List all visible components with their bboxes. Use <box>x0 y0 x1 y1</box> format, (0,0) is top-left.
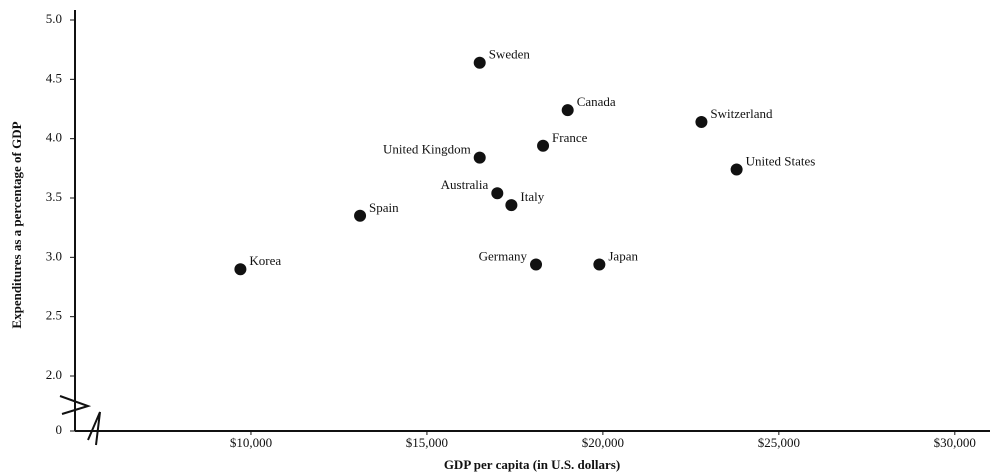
point-label: United Kingdom <box>383 142 471 157</box>
point-label: United States <box>746 154 816 169</box>
axis-break <box>87 411 101 446</box>
y-tick-label: 4.0 <box>46 130 62 145</box>
y-axis-title: Expenditures as a percentage of GDP <box>9 121 24 328</box>
point-label: Spain <box>369 200 399 215</box>
point <box>473 151 486 164</box>
point <box>530 258 543 271</box>
point <box>354 209 367 222</box>
point-label: Korea <box>249 253 281 268</box>
point <box>491 187 504 200</box>
y-tick-label: 0 <box>56 422 63 437</box>
point-label: Japan <box>608 248 638 263</box>
point <box>695 116 708 129</box>
x-tick-label: $10,000 <box>230 435 272 450</box>
point-label: Italy <box>520 189 544 204</box>
x-tick-label: $30,000 <box>934 435 976 450</box>
point-label: Switzerland <box>710 106 773 121</box>
point <box>473 56 486 69</box>
y-tick-label: 2.0 <box>46 367 62 382</box>
point-label: Australia <box>441 177 489 192</box>
axis-break <box>59 395 92 415</box>
y-tick-label: 4.5 <box>46 70 62 85</box>
point <box>593 258 606 271</box>
point <box>537 139 550 152</box>
y-tick-label: 2.5 <box>46 308 62 323</box>
x-tick-label: $20,000 <box>582 435 624 450</box>
y-tick-label: 3.0 <box>46 248 62 263</box>
point-label: Canada <box>577 94 616 109</box>
y-tick-label: 3.5 <box>46 189 62 204</box>
point-label: Sweden <box>489 47 531 62</box>
point <box>730 163 743 176</box>
point <box>234 263 247 276</box>
x-axis-title: GDP per capita (in U.S. dollars) <box>444 457 620 472</box>
point <box>505 199 518 212</box>
point-label: Germany <box>479 248 528 263</box>
x-tick-label: $15,000 <box>406 435 448 450</box>
point <box>561 104 574 117</box>
x-tick-label: $25,000 <box>758 435 800 450</box>
point-label: France <box>552 130 588 145</box>
y-tick-label: 5.0 <box>46 11 62 26</box>
